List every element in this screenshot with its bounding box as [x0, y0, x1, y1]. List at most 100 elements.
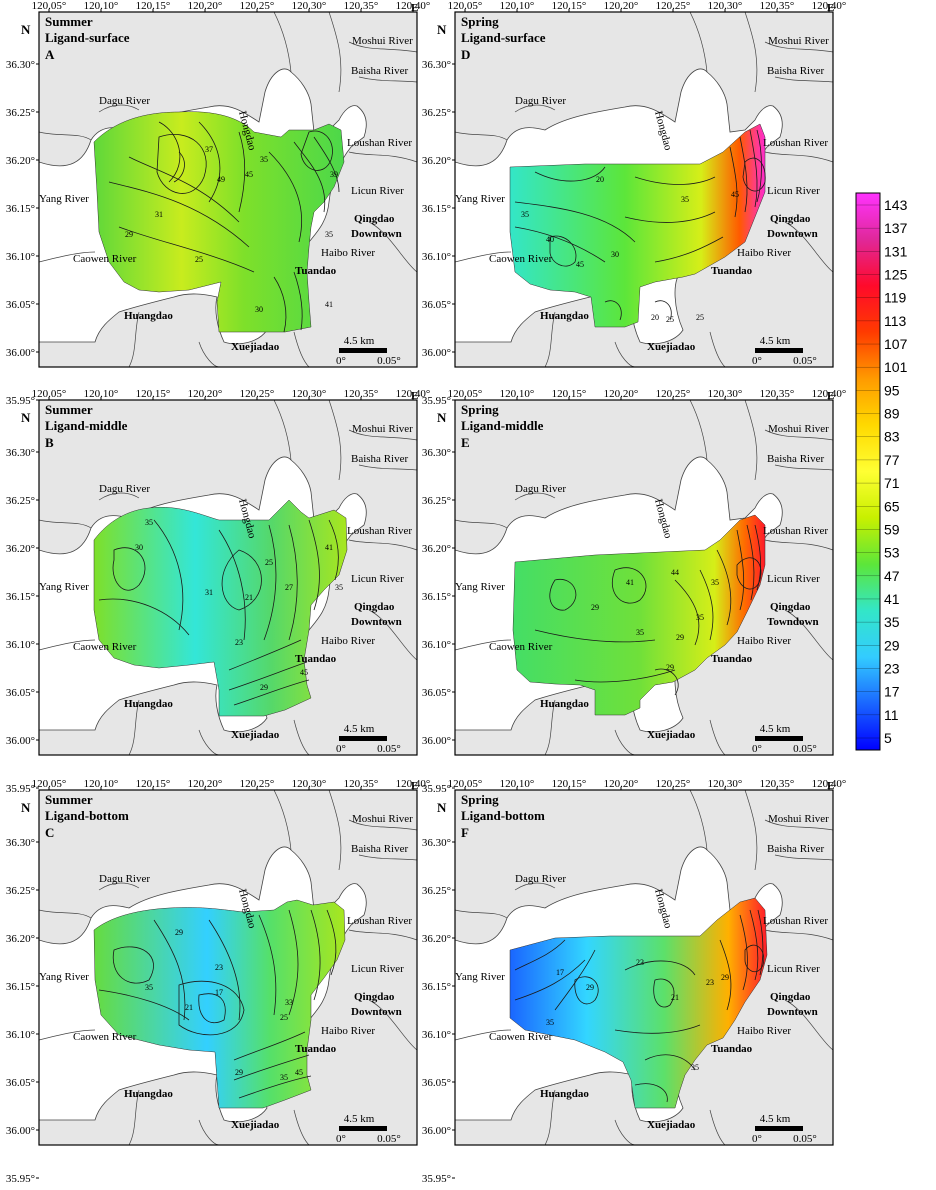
y-tick-label: 35.95° [6, 783, 35, 795]
contour-value: 39 [330, 170, 338, 179]
contour-value: 17 [215, 988, 223, 997]
colorbar-label: 53 [884, 545, 900, 561]
contour-value: 21 [671, 993, 679, 1002]
river-line [368, 609, 417, 661]
place-label: Haibo River [737, 247, 791, 259]
y-tick-label: 36.05° [6, 687, 35, 699]
contour-value: 29 [591, 603, 599, 612]
colorbar-label: 5 [884, 730, 892, 746]
place-label: Qingdao [354, 601, 395, 613]
contour-line [634, 1083, 668, 1103]
ligand-contour-fill [93, 499, 348, 717]
place-label: Moshui River [768, 813, 829, 825]
map-panel-f: 17 23 29 35 21 23 29 35 120.05° 120.10° 120.15° 120… [422, 778, 846, 1185]
place-label: Licun River [351, 185, 404, 197]
y-tick-label: 36.30° [422, 447, 451, 459]
contour-value: 25 [265, 558, 273, 567]
place-label: Xuejiadao [647, 341, 696, 353]
place-label: Loushan River [347, 915, 412, 927]
x-tick-label: 120.30° [708, 778, 743, 790]
contour-value: 45 [731, 190, 739, 199]
colorbar-label: 11 [884, 707, 899, 723]
river-line [455, 519, 508, 529]
scale-bar [755, 1126, 803, 1131]
place-label: Tuandao [711, 265, 753, 277]
contour-line [198, 121, 221, 203]
river-line [455, 639, 512, 651]
contour-line [514, 201, 636, 243]
x-tick-label: 120.05° [32, 388, 67, 400]
contour-value: 31 [155, 210, 163, 219]
y-tick-label: 36.15° [6, 203, 35, 215]
contour-value: 40 [546, 235, 554, 244]
contour-line [263, 524, 277, 641]
x-tick-label: 120.40° [396, 0, 431, 12]
contour-value: 35 [636, 628, 644, 637]
colorbar-label: 59 [884, 521, 900, 537]
river-line [328, 400, 342, 481]
contour-value: 35 [546, 1018, 554, 1027]
contour-line [300, 130, 333, 171]
colorbar-label: 41 [884, 591, 900, 607]
panel-layer: Ligand-surface [461, 30, 546, 45]
place-label: Xuejiadao [231, 1119, 280, 1131]
y-tick-label: 36.10° [422, 639, 451, 651]
place-label: Huangdao [540, 310, 589, 322]
place-label: Tuandao [295, 1043, 337, 1055]
contour-line [178, 980, 245, 1036]
y-tick-label: 36.10° [6, 1029, 35, 1041]
panel-layer: Ligand-middle [461, 418, 544, 433]
x-tick-label: 120.05° [32, 778, 67, 790]
y-tick-label: 36.30° [6, 447, 35, 459]
scale-bar [755, 736, 803, 741]
contour-line [736, 529, 745, 611]
north-label: N [437, 410, 447, 425]
place-label: Downtown [351, 228, 402, 240]
place-label: Yang River [455, 193, 505, 205]
contour-value: 23 [235, 638, 243, 647]
panel-letter: D [461, 47, 470, 62]
scale-end: 0.05° [793, 355, 817, 367]
contour-value: 29 [125, 230, 133, 239]
river-line [774, 76, 833, 83]
contour-line [238, 131, 246, 213]
contour-value: 35 [145, 983, 153, 992]
colorbar-label: 47 [884, 568, 900, 584]
place-label: Haibo River [321, 1025, 375, 1037]
scale-end: 0.05° [377, 743, 401, 755]
river-line [328, 12, 342, 93]
contour-value: 35 [335, 583, 343, 592]
river-line [455, 131, 508, 141]
x-tick-label: 120.20° [188, 388, 223, 400]
place-label: Caowen River [73, 253, 137, 265]
contour-line [699, 569, 714, 641]
x-tick-label: 120.25° [240, 0, 275, 12]
east-label: E [827, 390, 834, 402]
scale-distance: 4.5 km [344, 335, 375, 347]
place-label: Licun River [767, 573, 820, 585]
scale-bar [339, 736, 387, 741]
x-tick-label: 120.10° [84, 778, 119, 790]
place-label: Loushan River [763, 137, 828, 149]
contour-line [744, 944, 765, 973]
contour-line [313, 136, 340, 193]
river-line [544, 1089, 556, 1145]
river-line [689, 12, 708, 73]
contour-value: 35 [696, 613, 704, 622]
scale-bar [339, 1126, 387, 1131]
place-label: Qingdao [770, 991, 811, 1003]
river-line [98, 104, 140, 113]
contour-value: 29 [260, 683, 268, 692]
contour-value: 33 [285, 998, 293, 1007]
place-label: Licun River [351, 573, 404, 585]
x-tick-label: 120.15° [136, 0, 171, 12]
map-panel-b: 35 30 21 25 31 27 23 41 35 29 45 120.05° 120.10° 120.… [6, 388, 430, 795]
river-line [348, 929, 417, 941]
x-tick-label: 120.20° [604, 778, 639, 790]
place-label: Xuejiadao [647, 1119, 696, 1131]
contour-value: 49 [217, 175, 225, 184]
contour-line [719, 939, 732, 1011]
north-label: N [21, 22, 31, 37]
scale-end: 0.05° [793, 1133, 817, 1145]
contour-line [118, 226, 255, 273]
